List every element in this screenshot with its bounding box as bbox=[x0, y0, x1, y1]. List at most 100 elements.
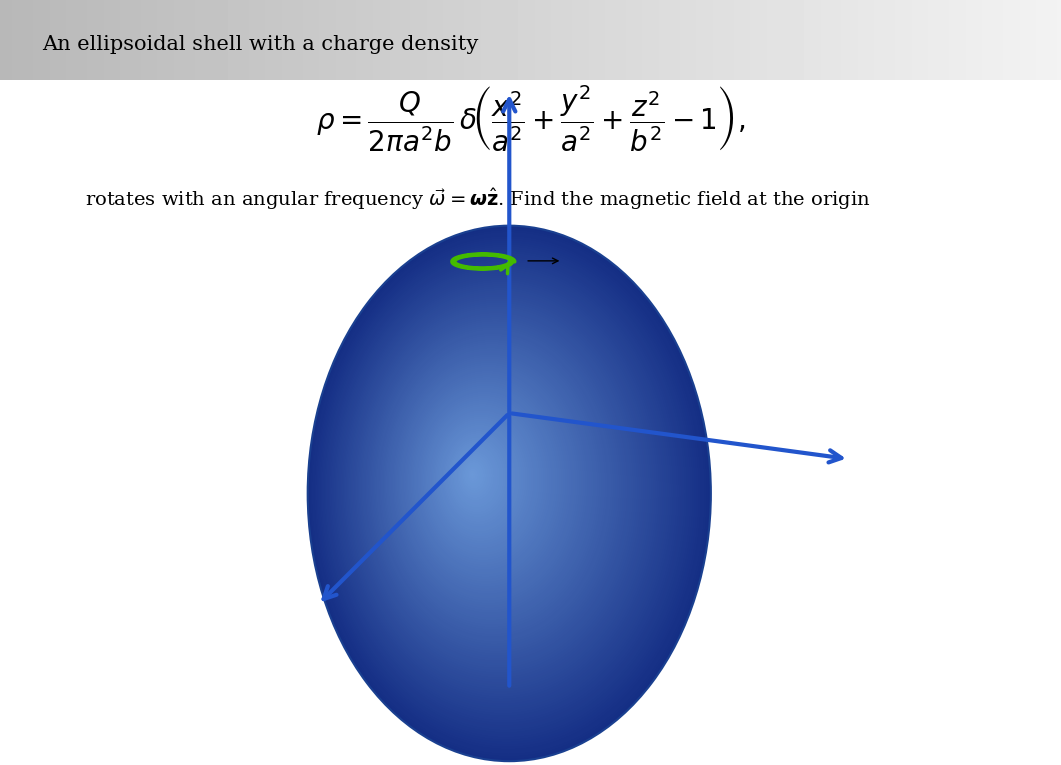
Ellipse shape bbox=[464, 462, 484, 489]
Ellipse shape bbox=[321, 246, 691, 737]
Text: An ellipsoidal shell with a charge density: An ellipsoidal shell with a charge densi… bbox=[42, 34, 479, 54]
Ellipse shape bbox=[403, 371, 572, 594]
Ellipse shape bbox=[380, 336, 606, 634]
Ellipse shape bbox=[411, 381, 561, 582]
Ellipse shape bbox=[308, 226, 711, 761]
Ellipse shape bbox=[320, 244, 693, 740]
Ellipse shape bbox=[340, 273, 665, 706]
Ellipse shape bbox=[407, 377, 566, 587]
Ellipse shape bbox=[416, 389, 554, 572]
Ellipse shape bbox=[365, 313, 627, 661]
Ellipse shape bbox=[350, 290, 649, 687]
Ellipse shape bbox=[383, 340, 602, 630]
Ellipse shape bbox=[377, 329, 611, 642]
Ellipse shape bbox=[402, 369, 574, 596]
Ellipse shape bbox=[415, 387, 556, 575]
Ellipse shape bbox=[378, 331, 609, 640]
Ellipse shape bbox=[387, 346, 595, 623]
Ellipse shape bbox=[355, 298, 641, 678]
Ellipse shape bbox=[341, 275, 663, 704]
Ellipse shape bbox=[453, 445, 500, 508]
Ellipse shape bbox=[334, 265, 673, 716]
Ellipse shape bbox=[389, 350, 591, 618]
Ellipse shape bbox=[434, 416, 527, 542]
Ellipse shape bbox=[372, 323, 618, 649]
Ellipse shape bbox=[379, 334, 607, 636]
Ellipse shape bbox=[419, 393, 550, 568]
Ellipse shape bbox=[463, 460, 486, 491]
Ellipse shape bbox=[462, 457, 488, 493]
Ellipse shape bbox=[405, 373, 570, 591]
Ellipse shape bbox=[344, 279, 659, 699]
Ellipse shape bbox=[448, 437, 508, 517]
Ellipse shape bbox=[443, 431, 514, 525]
Ellipse shape bbox=[313, 234, 702, 751]
Ellipse shape bbox=[427, 406, 538, 553]
Ellipse shape bbox=[420, 396, 547, 565]
Ellipse shape bbox=[412, 383, 560, 580]
Ellipse shape bbox=[367, 314, 625, 659]
Ellipse shape bbox=[369, 319, 622, 653]
Ellipse shape bbox=[325, 251, 688, 733]
Ellipse shape bbox=[353, 294, 645, 682]
Ellipse shape bbox=[429, 408, 536, 551]
Ellipse shape bbox=[454, 448, 498, 506]
Ellipse shape bbox=[354, 296, 643, 680]
Ellipse shape bbox=[425, 404, 540, 555]
Ellipse shape bbox=[363, 308, 631, 666]
Ellipse shape bbox=[471, 472, 474, 477]
Ellipse shape bbox=[446, 435, 510, 519]
Ellipse shape bbox=[417, 392, 552, 570]
Ellipse shape bbox=[330, 259, 679, 723]
Ellipse shape bbox=[346, 284, 656, 695]
Ellipse shape bbox=[373, 325, 615, 646]
Ellipse shape bbox=[455, 450, 495, 503]
Ellipse shape bbox=[386, 343, 597, 625]
Ellipse shape bbox=[342, 278, 661, 702]
Ellipse shape bbox=[458, 454, 492, 498]
Text: rotates with an angular frequency $\vec{\omega} = \boldsymbol{\omega}\hat{\mathb: rotates with an angular frequency $\vec{… bbox=[85, 186, 871, 212]
Ellipse shape bbox=[457, 451, 494, 500]
Ellipse shape bbox=[398, 363, 579, 604]
Ellipse shape bbox=[439, 425, 520, 532]
Ellipse shape bbox=[360, 304, 636, 670]
Ellipse shape bbox=[440, 427, 518, 529]
Ellipse shape bbox=[430, 410, 534, 549]
Ellipse shape bbox=[336, 269, 669, 711]
Ellipse shape bbox=[345, 282, 657, 697]
Ellipse shape bbox=[396, 358, 584, 608]
Ellipse shape bbox=[400, 364, 577, 601]
Ellipse shape bbox=[393, 354, 588, 613]
Ellipse shape bbox=[311, 230, 707, 757]
Ellipse shape bbox=[431, 412, 532, 546]
Ellipse shape bbox=[316, 238, 699, 747]
Ellipse shape bbox=[421, 398, 545, 563]
Ellipse shape bbox=[337, 272, 667, 708]
Ellipse shape bbox=[392, 352, 590, 615]
Ellipse shape bbox=[469, 470, 476, 479]
Ellipse shape bbox=[445, 433, 511, 522]
Ellipse shape bbox=[436, 421, 524, 536]
Ellipse shape bbox=[397, 360, 581, 606]
Ellipse shape bbox=[349, 288, 651, 689]
Ellipse shape bbox=[459, 456, 490, 496]
Ellipse shape bbox=[368, 317, 623, 656]
Ellipse shape bbox=[359, 302, 638, 672]
Ellipse shape bbox=[401, 366, 575, 599]
Ellipse shape bbox=[317, 240, 697, 744]
Ellipse shape bbox=[382, 337, 604, 632]
Ellipse shape bbox=[326, 252, 685, 730]
Ellipse shape bbox=[388, 348, 593, 620]
Ellipse shape bbox=[331, 261, 677, 721]
Ellipse shape bbox=[413, 386, 558, 577]
Ellipse shape bbox=[438, 422, 522, 534]
Ellipse shape bbox=[410, 379, 563, 584]
Ellipse shape bbox=[361, 307, 633, 668]
Ellipse shape bbox=[309, 228, 709, 759]
Ellipse shape bbox=[467, 466, 480, 484]
Ellipse shape bbox=[468, 468, 479, 481]
Ellipse shape bbox=[375, 327, 613, 644]
Ellipse shape bbox=[452, 443, 502, 510]
Ellipse shape bbox=[332, 263, 675, 718]
Ellipse shape bbox=[312, 232, 705, 754]
